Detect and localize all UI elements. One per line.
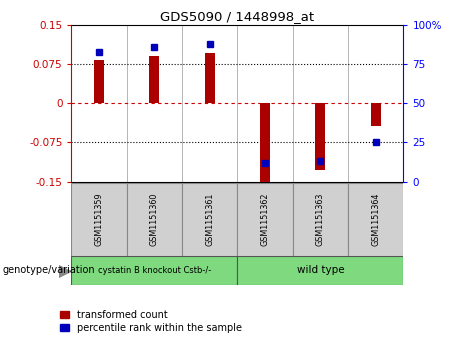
Text: GSM1151363: GSM1151363 (316, 193, 325, 246)
Text: wild type: wild type (296, 265, 344, 276)
Title: GDS5090 / 1448998_at: GDS5090 / 1448998_at (160, 10, 314, 23)
Text: GSM1151360: GSM1151360 (150, 193, 159, 246)
Bar (293, 183, 348, 256)
Bar (205, 53, 215, 103)
Bar (71, 183, 127, 256)
Bar (237, 183, 293, 256)
Bar (149, 56, 160, 103)
Bar (127, 183, 182, 256)
Text: GSM1151359: GSM1151359 (95, 193, 104, 246)
Bar (260, 103, 270, 182)
Bar (182, 183, 237, 256)
Text: GSM1151364: GSM1151364 (371, 193, 380, 246)
Text: cystatin B knockout Cstb-/-: cystatin B knockout Cstb-/- (98, 266, 211, 275)
Text: genotype/variation: genotype/variation (2, 265, 95, 276)
Bar (348, 183, 403, 256)
Bar (371, 103, 381, 126)
Bar (94, 60, 104, 103)
Polygon shape (59, 266, 71, 277)
Bar (315, 103, 325, 170)
Legend: transformed count, percentile rank within the sample: transformed count, percentile rank withi… (60, 310, 242, 333)
Text: GSM1151361: GSM1151361 (205, 193, 214, 246)
Text: GSM1151362: GSM1151362 (260, 193, 270, 246)
Bar (237, 256, 403, 285)
Bar (71, 256, 237, 285)
